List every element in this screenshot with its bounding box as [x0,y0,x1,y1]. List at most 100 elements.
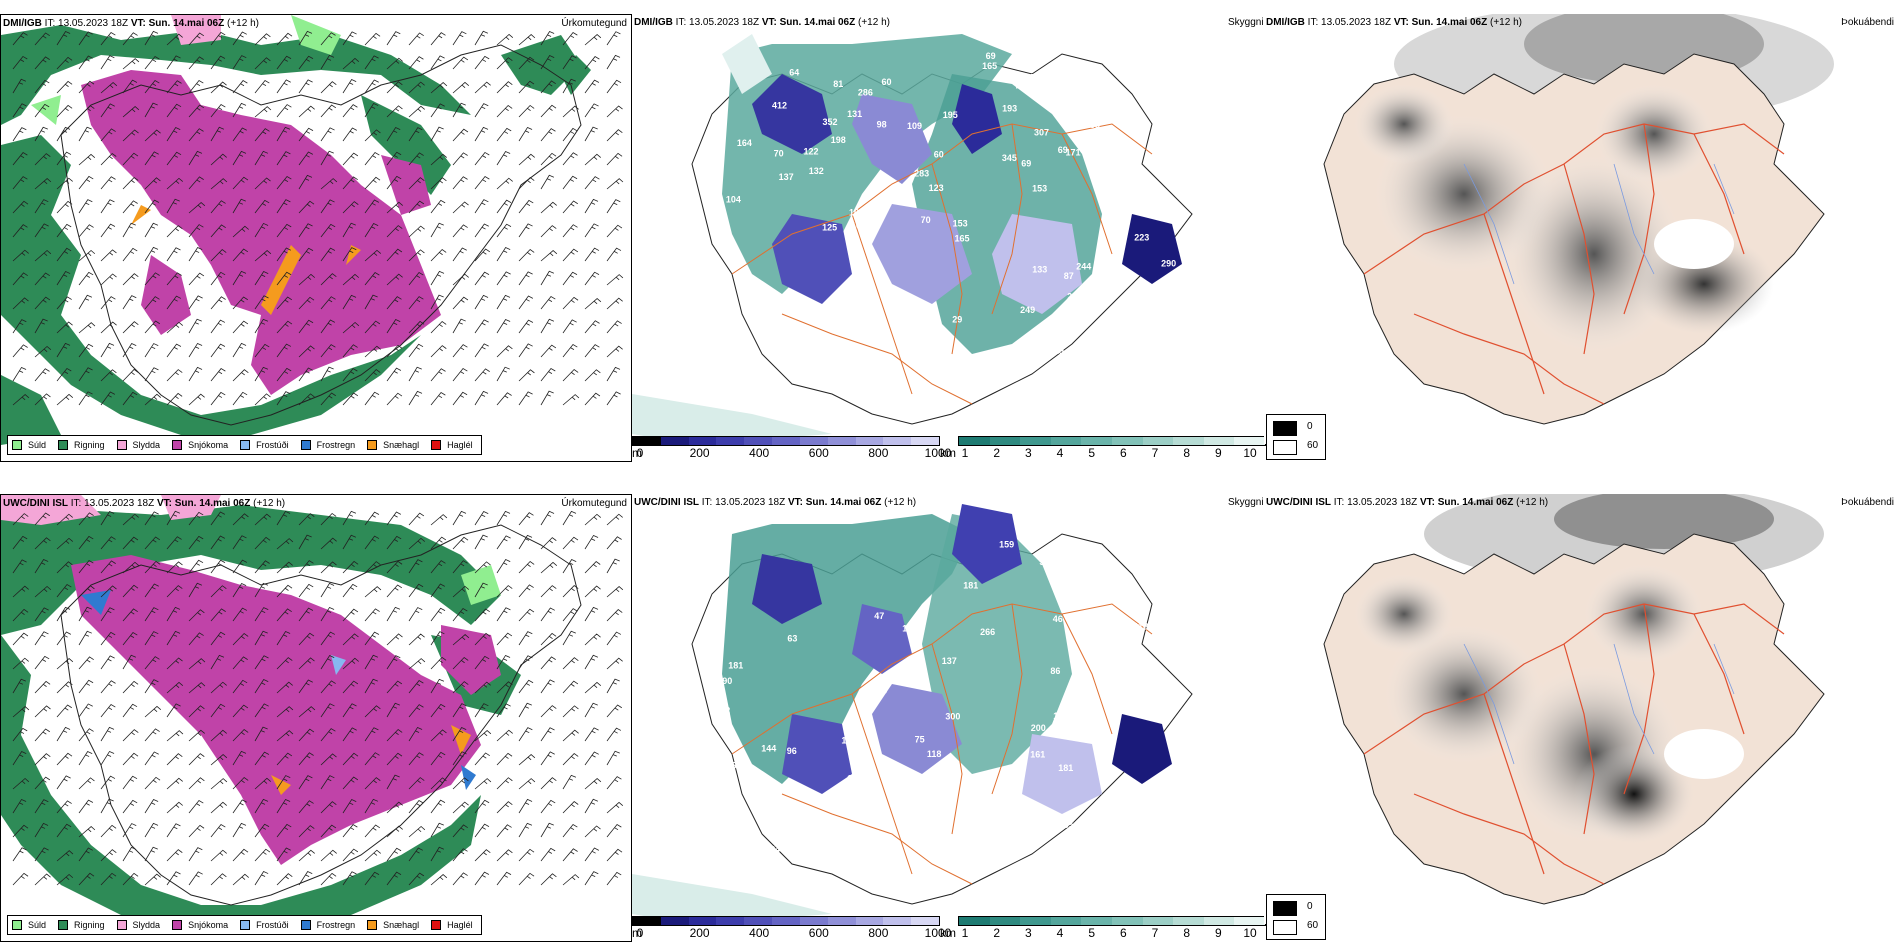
wind-barb [540,751,555,766]
dmi-vis-header: DMI/IGB IT: 13.05.2023 18Z VT: Sun. 14.m… [634,17,890,28]
wind-barb [232,127,247,142]
visibility-value-label: 144 [1118,115,1133,125]
wind-barb [100,872,117,886]
wind-barb [188,342,203,358]
wind-barb [562,55,577,70]
wind-barb [496,247,511,262]
wind-barb [430,177,447,190]
visibility-value-label: 164 [737,138,752,148]
wind-barb [12,798,27,814]
wind-barb [320,728,336,742]
wind-barb [386,296,402,310]
wind-barb [100,81,118,94]
wind-barb [298,367,313,382]
visibility-value-label: 151 [902,624,917,634]
wind-barb [562,536,579,550]
wind-barb [364,176,381,190]
wind-barb [78,249,96,262]
wind-barb [34,199,49,214]
wind-barb [34,847,49,862]
visibility-value-label: 77 [1019,355,1029,365]
visibility-value-label: 76 [928,871,938,881]
dmi-vis-map: 164 198 153 166 196 146 133 101 290 131 69 116 104 12… [632,34,1193,444]
wind-barb [56,606,71,622]
visibility-value-label: 118 [1134,621,1149,631]
wind-barb [254,777,272,790]
wind-barb [100,726,115,742]
wind-barb [34,585,52,598]
wind-barb [342,608,359,622]
wind-barb [100,296,116,310]
wind-barb [518,369,535,382]
wind-barb [144,177,161,190]
colorbar-segment [716,437,745,445]
colorbar-segment [799,437,828,445]
wind-barb [320,54,335,70]
wind-barb [562,368,579,382]
wind-barb [276,775,291,790]
it-value: 13.05.2023 18Z [1321,17,1392,28]
scale-tick-label: 6 [1119,446,1127,460]
wind-barb [298,849,315,862]
vt-value: Sun. 14.mai 06Z [174,498,251,509]
visibility-value-label: 109 [907,121,922,131]
visibility-value-label: 153 [953,219,968,229]
wind-barb [342,273,360,286]
wind-barb [232,873,249,886]
dmi-fog-panel: DMI/IGB IT: 13.05.2023 18Z VT: Sun. 14.m… [1264,14,1900,462]
wind-barb [254,222,269,238]
wind-barb [518,702,532,718]
wind-barb [144,246,159,262]
wind-barb [188,318,202,334]
colorbar-segment [660,917,689,925]
visibility-value-label: 98 [1118,664,1128,674]
wind-barb [276,608,292,622]
visibility-value-label: 181 [728,661,743,671]
wind-barb [122,608,138,622]
wind-barb [496,681,513,694]
wind-barb [12,55,28,70]
wind-barb [364,824,381,838]
wind-barb [232,198,246,214]
wind-barb [144,80,160,94]
scale-tick-label: 9 [1214,446,1222,460]
wind-barb [496,57,513,70]
wind-barb [254,106,272,118]
wind-barb [12,366,27,382]
wind-barb [144,343,159,358]
wind-barb [12,824,29,838]
wind-barb [232,822,247,838]
scale-tick-label: 4 [1056,926,1064,940]
ceiling-colorbar [632,436,940,446]
wind-barb [100,321,117,334]
lead-time: (+12 h) [227,18,259,29]
wind-barb [408,56,424,70]
wind-barb [56,126,71,142]
wind-barb [584,392,601,406]
wind-barb [342,824,358,838]
wind-barb [606,31,621,46]
wind-barb [496,81,513,94]
wind-barb [188,777,205,790]
wind-barb [34,705,51,718]
wind-barb [430,631,445,646]
wind-barb [584,561,601,574]
scale-tick-label: 400 [749,926,770,940]
scale-tick-label: 5 [1088,926,1095,940]
wind-barb [298,127,314,142]
wind-barb [78,656,94,670]
uwc-fog-panel: UWC/DINI ISL IT: 13.05.2023 18Z VT: Sun.… [1264,494,1900,942]
dmi-precip-map [1,15,631,461]
wind-barb [452,872,468,886]
wind-barb [122,321,139,334]
wind-barb [12,513,29,526]
it-value: 13.05.2023 18Z [1347,497,1418,508]
scale-tick-label: 6 [1119,926,1127,940]
wind-barb [210,654,225,670]
wind-barb [188,729,205,742]
visibility-value-label: 98 [877,120,887,130]
wind-barb [34,680,51,694]
wind-barb [518,608,535,622]
model-name: DMI/IGB [634,17,673,28]
uwc-fog-map [1264,494,1900,924]
